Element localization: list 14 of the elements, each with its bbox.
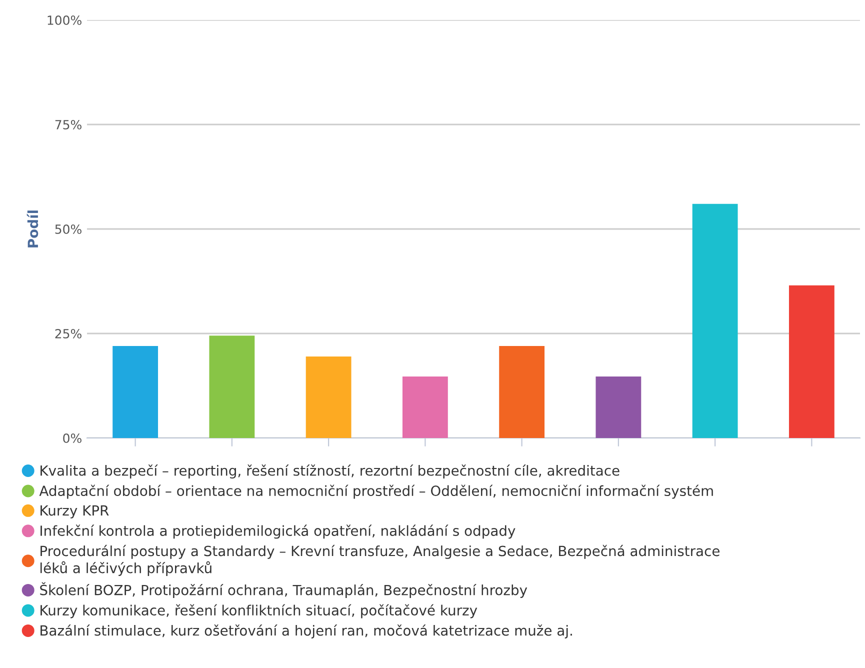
y-tick-label: 50% (55, 224, 82, 234)
legend-label: Školení BOZP, Protipožární ochrana, Traumaplán, Bezpečnostní hrozby (40, 582, 528, 598)
legend-label: Adaptační období – orientace na nemocniční prostředí – Oddělení, nemocniční informační systém (39, 484, 713, 499)
y-tick-label: 100% (48, 15, 82, 25)
legend-label: Kurzy komunikace, řešení konfliktních situací, počítačové kurzy (40, 604, 478, 618)
y-axis-title: Podíl (26, 210, 38, 248)
legend-label: Bazální stimulace, kurz ošetřování a hojení ran, močová katetrizace muže aj. (40, 624, 572, 638)
y-tick-label: 75% (55, 120, 82, 130)
y-tick-label: 25% (55, 328, 82, 338)
legend-label: Procedurální postupy a Standardy – Krevní transfuze, Analgesie a Sedace, Bezpečná administrace léků a léčivých přípravků (40, 544, 720, 576)
legend-label: Kurzy KPR (40, 505, 109, 518)
legend-label: Kvalita a bezpečí – reporting, řešení stížností, rezortní bezpečnostní cíle, akreditace (40, 464, 620, 478)
y-tick-label: 0% (63, 433, 82, 443)
legend-label: Infekční kontrola a protiepidemilogická opatření, nakládání s odpady (40, 524, 516, 539)
